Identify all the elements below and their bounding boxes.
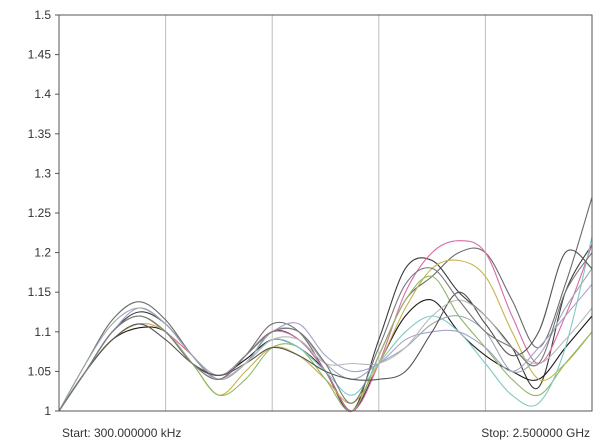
series-line-12 <box>58 252 593 412</box>
stop-frequency-label: Stop: 2.500000 GHz <box>481 426 590 440</box>
series-line-4 <box>58 240 593 412</box>
y-tick-label: 1.45 <box>28 48 52 62</box>
y-tick-label: 1.3 <box>34 166 51 180</box>
y-tick-label: 1.5 <box>34 8 51 22</box>
y-tick-label: 1 <box>44 404 51 418</box>
series-lines <box>58 197 593 412</box>
start-frequency-label: Start: 300.000000 kHz <box>62 426 182 440</box>
series-line-9 <box>58 268 593 412</box>
y-tick-label: 1.35 <box>28 127 52 141</box>
y-tick-label: 1.05 <box>28 364 52 378</box>
y-tick-label: 1.25 <box>28 206 52 220</box>
plot-frame <box>58 14 593 412</box>
series-line-6 <box>58 275 593 412</box>
series-line-10 <box>58 249 593 412</box>
y-tick-label: 1.4 <box>34 87 51 101</box>
y-tick-labels: 1 1.05 1.1 1.15 1.2 1.25 1.3 1.35 1.4 1.45 1.5 <box>28 8 59 418</box>
y-tick-label: 1.1 <box>34 325 51 339</box>
grid-lines <box>165 15 486 411</box>
series-line-5 <box>58 259 593 412</box>
y-tick-label: 1.15 <box>28 285 52 299</box>
y-tick-label: 1.2 <box>34 246 51 260</box>
